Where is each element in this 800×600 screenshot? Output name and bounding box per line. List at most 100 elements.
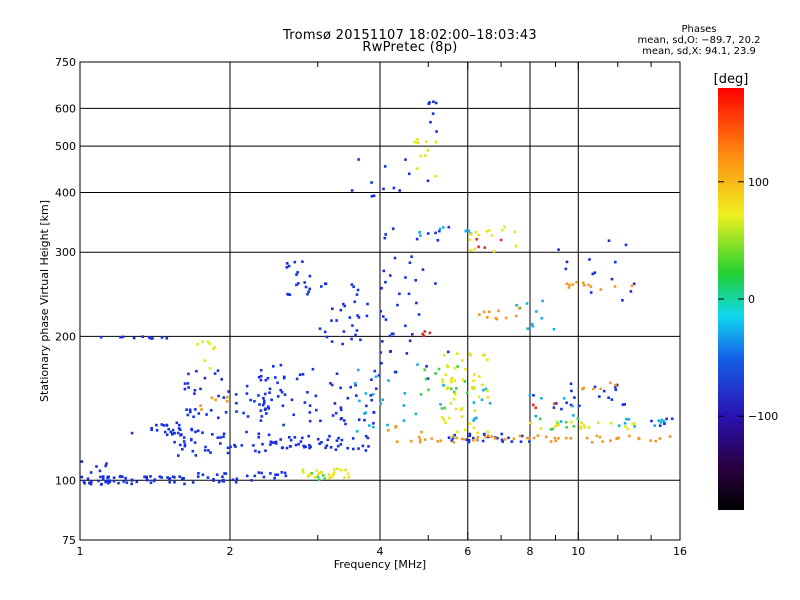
data-point bbox=[492, 250, 496, 253]
data-point bbox=[519, 440, 523, 443]
data-point bbox=[354, 384, 357, 387]
data-point bbox=[199, 387, 202, 391]
data-point bbox=[438, 227, 442, 231]
data-point bbox=[323, 477, 327, 480]
data-point bbox=[271, 441, 274, 444]
data-point bbox=[169, 430, 173, 434]
data-point bbox=[344, 422, 347, 426]
data-point bbox=[257, 471, 261, 474]
data-point bbox=[507, 436, 510, 440]
data-point bbox=[190, 427, 193, 431]
data-point bbox=[155, 429, 159, 432]
data-point bbox=[531, 325, 535, 328]
data-point bbox=[268, 391, 271, 394]
data-point bbox=[384, 280, 387, 284]
data-point bbox=[370, 378, 373, 381]
data-point bbox=[231, 478, 235, 482]
data-point bbox=[490, 435, 493, 438]
data-point bbox=[660, 418, 664, 422]
data-point bbox=[515, 304, 518, 307]
data-point bbox=[339, 406, 343, 409]
data-point bbox=[130, 482, 133, 486]
data-point bbox=[472, 419, 475, 422]
data-point bbox=[419, 234, 422, 237]
data-point bbox=[379, 351, 382, 354]
data-point bbox=[304, 285, 308, 289]
data-point bbox=[371, 393, 375, 396]
data-point bbox=[626, 427, 630, 431]
data-point bbox=[568, 283, 571, 287]
data-point bbox=[130, 478, 134, 482]
data-point bbox=[299, 440, 303, 443]
data-point bbox=[659, 421, 663, 424]
data-point bbox=[503, 225, 506, 229]
data-point bbox=[444, 373, 448, 376]
data-point bbox=[319, 470, 323, 474]
data-point bbox=[361, 444, 365, 448]
data-point bbox=[617, 436, 620, 440]
data-point bbox=[330, 383, 334, 387]
data-point bbox=[402, 404, 406, 407]
data-point bbox=[284, 474, 288, 478]
data-point bbox=[226, 451, 230, 455]
data-point bbox=[549, 440, 553, 443]
data-point bbox=[205, 413, 208, 416]
data-point bbox=[296, 271, 299, 274]
data-point bbox=[235, 401, 238, 405]
data-point bbox=[233, 443, 236, 447]
data-point bbox=[593, 271, 597, 274]
y-tick-label: 300 bbox=[55, 246, 76, 259]
data-point bbox=[222, 478, 225, 482]
data-point bbox=[465, 438, 468, 442]
data-point bbox=[193, 389, 197, 392]
data-point bbox=[283, 375, 286, 379]
data-point bbox=[423, 330, 427, 333]
data-point bbox=[434, 372, 437, 375]
x-tick-label: 6 bbox=[464, 545, 471, 558]
data-point bbox=[208, 342, 212, 346]
data-point bbox=[337, 436, 340, 440]
data-point bbox=[279, 438, 282, 441]
data-point bbox=[442, 353, 446, 357]
data-point bbox=[468, 422, 471, 426]
data-point bbox=[555, 402, 558, 405]
data-point bbox=[490, 234, 494, 237]
data-point bbox=[477, 395, 481, 399]
data-point bbox=[440, 416, 444, 419]
data-point bbox=[259, 374, 263, 378]
data-point bbox=[267, 405, 270, 408]
data-point bbox=[460, 415, 464, 418]
data-point bbox=[456, 365, 459, 368]
data-point bbox=[193, 441, 197, 444]
data-point bbox=[564, 420, 568, 424]
data-point bbox=[429, 120, 432, 124]
data-point bbox=[280, 390, 284, 394]
data-point bbox=[263, 399, 266, 403]
data-point bbox=[194, 454, 198, 457]
data-point bbox=[301, 260, 304, 263]
data-point bbox=[181, 477, 184, 480]
data-point bbox=[350, 283, 354, 286]
data-point bbox=[379, 402, 382, 405]
data-point bbox=[595, 434, 599, 438]
data-point bbox=[168, 477, 172, 480]
data-point bbox=[354, 333, 357, 337]
data-point bbox=[201, 340, 205, 343]
data-point bbox=[281, 404, 285, 408]
data-point bbox=[146, 478, 149, 482]
data-point bbox=[421, 332, 424, 336]
data-point bbox=[242, 411, 245, 415]
data-point bbox=[245, 474, 249, 478]
data-point bbox=[614, 260, 617, 264]
data-point bbox=[437, 367, 441, 371]
data-point bbox=[303, 281, 306, 284]
data-point bbox=[259, 368, 263, 372]
data-point bbox=[515, 314, 518, 318]
data-point bbox=[532, 436, 536, 440]
data-point bbox=[496, 436, 499, 440]
data-point bbox=[398, 292, 401, 296]
data-point bbox=[150, 427, 153, 430]
data-point bbox=[609, 421, 613, 425]
chart-title: Tromsø 20151107 18:02:00–18:03:43 bbox=[282, 28, 538, 43]
data-point bbox=[464, 229, 468, 233]
